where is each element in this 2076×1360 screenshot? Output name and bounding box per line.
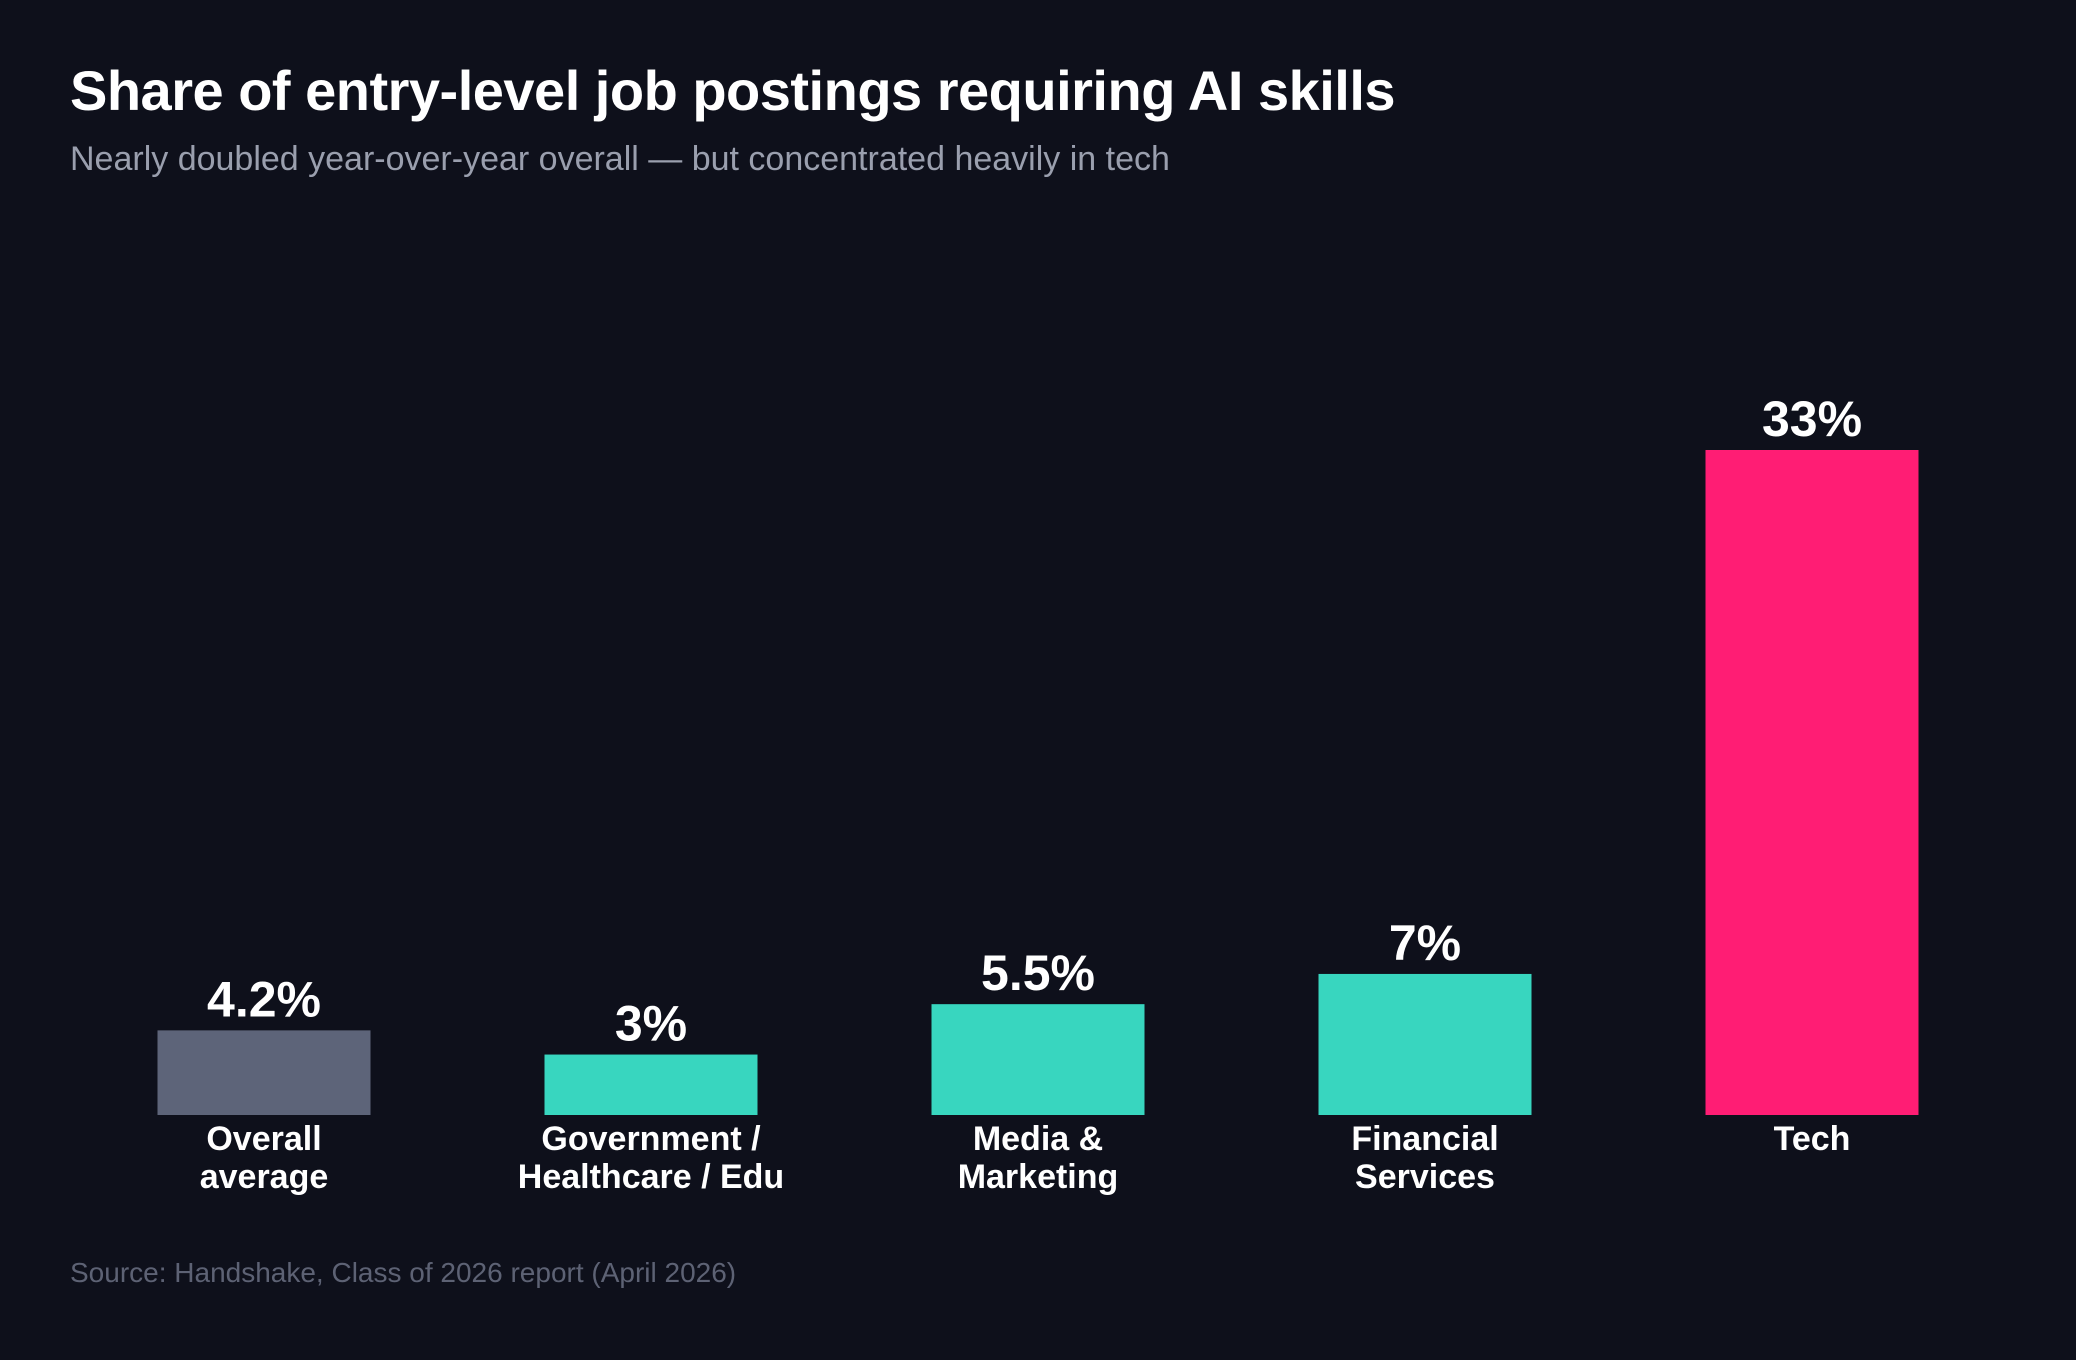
category-labels-layer: Overall average Government / Healthcare / E… (200, 1120, 1851, 1196)
category-label-line: average (200, 1158, 329, 1196)
chart-title: Share of entry-level job postings requir… (70, 59, 1396, 122)
value-label-0: 4.2% (207, 971, 321, 1027)
bar-4 (1705, 450, 1919, 1115)
value-label-1: 3% (615, 996, 687, 1052)
category-label-line: Government / (541, 1120, 761, 1158)
category-label-2: Media & Marketing (958, 1120, 1119, 1196)
bars-layer (157, 450, 1919, 1115)
value-labels-layer: 4.2% 3% 5.5% 7% 33% (207, 391, 1862, 1052)
category-label-line: Media & (973, 1120, 1103, 1158)
value-label-2: 5.5% (981, 945, 1095, 1001)
category-label-3: Financial Services (1351, 1120, 1498, 1196)
value-label-3: 7% (1389, 915, 1461, 971)
category-label-0: Overall average (200, 1120, 329, 1196)
category-label-line: Tech (1774, 1120, 1851, 1158)
category-label-line: Healthcare / Edu (518, 1158, 784, 1196)
bar-2 (931, 1004, 1145, 1115)
category-label-line: Marketing (958, 1158, 1119, 1196)
source-note: Source: Handshake, Class of 2026 report … (70, 1257, 737, 1288)
category-label-line: Services (1355, 1158, 1495, 1196)
value-label-4: 33% (1762, 391, 1862, 447)
category-label-1: Government / Healthcare / Edu (518, 1120, 784, 1196)
bar-3 (1318, 973, 1532, 1115)
bar-1 (544, 1054, 758, 1115)
bar-0 (157, 1030, 371, 1115)
category-label-line: Overall (206, 1120, 321, 1158)
category-label-line: Financial (1351, 1120, 1498, 1158)
chart-subtitle: Nearly doubled year-over-year overall — … (70, 140, 1170, 178)
category-label-4: Tech (1774, 1120, 1851, 1158)
